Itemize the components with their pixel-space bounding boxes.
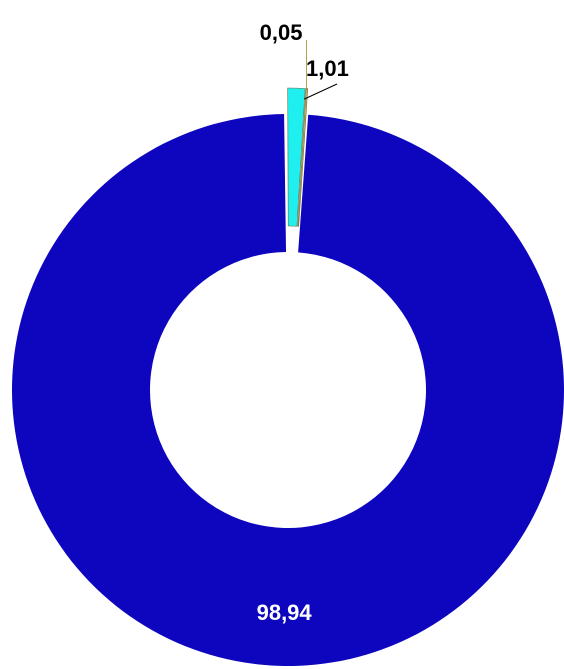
- slice-1-01: [287, 87, 306, 227]
- leader-line-1-01: [303, 83, 338, 100]
- data-label-98-94: 98,94: [257, 600, 313, 625]
- data-label-1-01: 1,01: [306, 56, 349, 81]
- slice-0-05: [297, 88, 309, 227]
- data-label-0-05: 0,05: [260, 20, 303, 45]
- slice-98-94: [12, 114, 564, 666]
